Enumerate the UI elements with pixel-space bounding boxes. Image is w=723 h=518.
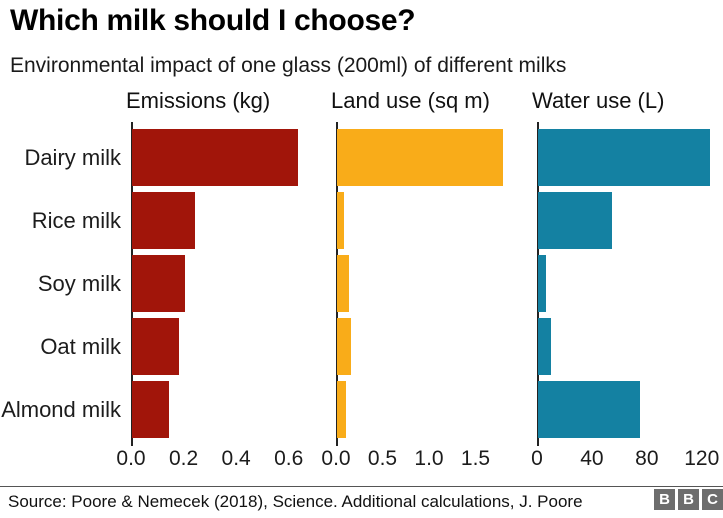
category-label: Soy milk (37, 271, 121, 296)
bar (132, 255, 185, 312)
bar (337, 255, 349, 312)
source-text: Source: Poore & Nemecek (2018), Science.… (8, 492, 583, 511)
bar (538, 129, 710, 186)
bar (337, 129, 503, 186)
category-label: Almond milk (1, 397, 121, 422)
bar (132, 192, 195, 249)
bar (337, 192, 344, 249)
bar (132, 318, 179, 375)
bbc-logo-letter: B (678, 489, 699, 510)
x-tick-label: 0.0 (321, 447, 351, 470)
chart-title: Water use (L) (532, 88, 665, 113)
category-label: Dairy milk (24, 145, 121, 170)
x-tick-label: 0.6 (274, 447, 304, 470)
chart-title: Land use (sq m) (331, 88, 490, 113)
chart-plot (336, 122, 522, 446)
x-tick-label: 1.0 (414, 447, 444, 470)
x-tick-label: 0.2 (168, 447, 199, 470)
bbc-logo-letter: C (702, 489, 723, 510)
bar (132, 381, 169, 438)
bar (337, 381, 346, 438)
bbc-logo-letter: B (654, 489, 675, 510)
chart-title: Emissions (kg) (126, 88, 271, 113)
page-title: Which milk should I choose? (10, 4, 416, 37)
chart-plot (537, 122, 710, 446)
x-tick-label: 1.5 (460, 447, 491, 470)
x-tick-label: 0.0 (116, 447, 146, 470)
chart-plot (131, 122, 315, 446)
footer-divider (0, 486, 723, 487)
x-tick-label: 0.4 (221, 447, 251, 470)
x-tick-label: 40 (580, 447, 604, 470)
bar (337, 318, 351, 375)
bar (538, 192, 612, 249)
subtitle: Environmental impact of one glass (200ml… (10, 54, 567, 77)
bar (538, 255, 546, 312)
bar (538, 381, 640, 438)
x-tick-label: 120 (684, 447, 720, 470)
x-tick-label: 0 (531, 447, 543, 470)
x-tick-label: 0.5 (367, 447, 398, 470)
x-tick-label: 80 (635, 447, 659, 470)
category-label: Rice milk (31, 208, 121, 233)
category-label: Oat milk (40, 334, 121, 359)
bar (538, 318, 551, 375)
bar (132, 129, 298, 186)
